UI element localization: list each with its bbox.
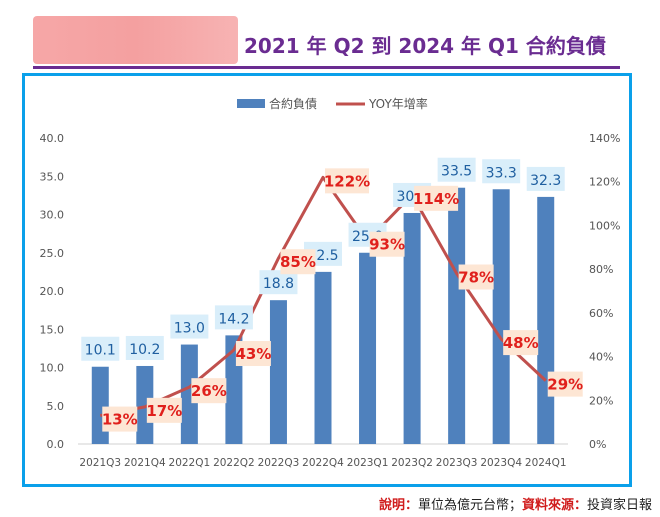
bar-data-label: 10.2 [129, 342, 160, 358]
left-axis-tick-label: 35.0 [40, 170, 65, 183]
x-tick-label: 2021Q3 [79, 457, 121, 469]
source-label: 資料來源： [521, 498, 587, 513]
yoy-data-label: 114% [413, 190, 459, 208]
source-text: 投資家日報 [586, 498, 652, 513]
x-tick-label: 2022Q1 [169, 457, 211, 469]
left-axis-tick-label: 0.0 [47, 438, 65, 451]
yoy-data-label: 85% [280, 253, 316, 271]
yoy-data-label: 93% [369, 236, 405, 254]
left-axis-tick-label: 30.0 [40, 209, 65, 222]
left-axis-tick-label: 40.0 [40, 132, 65, 145]
yoy-label-box [414, 185, 459, 211]
yoy-data-label: 43% [235, 345, 271, 363]
yoy-data-label: 17% [146, 402, 182, 420]
bar-2023Q3 [448, 187, 466, 444]
bar-label-box [170, 314, 209, 339]
yoy-label-box [235, 341, 271, 367]
right-axis-tick-label: 40% [589, 351, 613, 364]
bar-data-label: 14.2 [218, 311, 249, 327]
x-tick-label: 2022Q4 [302, 457, 344, 469]
x-tick-label: 2023Q2 [391, 457, 433, 469]
right-axis-tick-label: 120% [589, 176, 620, 189]
bar-2021Q3 [91, 366, 109, 444]
bar-2023Q2 [403, 212, 421, 444]
right-axis-tick-label: 100% [589, 219, 620, 232]
yoy-label-box [191, 378, 227, 404]
x-tick-label: 2022Q2 [213, 457, 255, 469]
bar-data-label: 33.3 [486, 165, 517, 181]
x-tick-label: 2023Q4 [480, 457, 522, 469]
bar-2021Q4 [136, 365, 154, 444]
bar-label-box [81, 336, 120, 361]
right-axis-tick-label: 60% [589, 307, 613, 320]
bar-2023Q4 [492, 189, 510, 444]
legend-line-label: YOY年增率 [368, 96, 428, 111]
left-axis-tick-label: 10.0 [40, 362, 65, 375]
left-axis-tick-label: 25.0 [40, 247, 65, 260]
yoy-label-box [369, 231, 405, 257]
bar-label-box [482, 159, 521, 184]
yoy-data-label: 48% [503, 334, 539, 352]
x-tick-label: 2022Q3 [258, 457, 300, 469]
bar-2023Q1 [359, 252, 377, 444]
left-axis-tick-label: 15.0 [40, 323, 65, 336]
bar-data-label: 33.5 [441, 164, 472, 180]
bar-data-label: 32.3 [530, 173, 561, 189]
bar-data-label: 18.8 [263, 276, 294, 292]
yoy-line [99, 175, 547, 418]
yoy-label-box [325, 168, 369, 194]
yoy-data-label: 26% [191, 382, 227, 400]
bar-label-box [437, 157, 476, 182]
legend-bar-swatch [237, 99, 265, 108]
yoy-label-box [146, 397, 182, 423]
title-divider [33, 66, 620, 69]
bar-label-box [125, 335, 164, 360]
yoy-data-label: 29% [547, 376, 583, 394]
legend-bar-label: 合約負債 [269, 96, 317, 111]
note-text: 單位為億元台幣； [417, 498, 522, 513]
bar-data-label: 13.0 [174, 321, 205, 337]
x-tick-label: 2023Q1 [347, 457, 389, 469]
right-axis-tick-label: 140% [589, 132, 620, 145]
combo-chart: 0.0 5.0 10.0 15.0 20.0 25.0 30.0 35.0 40.0 0% 20% 4… [40, 96, 621, 469]
redacted-banner [33, 16, 238, 64]
bar-2022Q1 [180, 344, 198, 444]
yoy-label-box [547, 371, 583, 397]
x-tick-label: 2021Q4 [124, 457, 166, 469]
right-axis-tick-label: 20% [589, 394, 613, 407]
note-label: 說明： [378, 498, 418, 513]
footnote: 說明：單位為億元台幣；資料來源：投資家日報 [379, 494, 652, 513]
bar-label-box [214, 305, 253, 330]
yoy-label-box [102, 406, 138, 432]
yoy-data-label: 78% [458, 269, 494, 287]
bar-2022Q3 [269, 300, 287, 444]
chart-frame: 0.0 5.0 10.0 15.0 20.0 25.0 30.0 35.0 40.0 0% 20% 4… [22, 73, 632, 487]
bar-label-box [526, 166, 565, 191]
page-title: 2021 年 Q2 到 2024 年 Q1 合約負債 [244, 34, 606, 58]
right-axis-tick-label: 0% [589, 438, 606, 451]
yoy-label-box [458, 264, 494, 290]
yoy-label-box [503, 330, 539, 356]
bar-2022Q4 [314, 271, 332, 444]
yoy-data-label: 122% [324, 172, 370, 190]
right-axis-tick-label: 80% [589, 263, 613, 276]
x-tick-label: 2023Q3 [436, 457, 478, 469]
yoy-label-box [280, 249, 316, 275]
x-tick-label: 2024Q1 [525, 457, 567, 469]
yoy-data-label: 13% [102, 411, 138, 429]
bar-data-label: 10.1 [85, 343, 116, 359]
left-axis-tick-label: 20.0 [40, 285, 65, 298]
bar-2024Q1 [537, 196, 555, 444]
left-axis-tick-label: 5.0 [47, 400, 65, 413]
